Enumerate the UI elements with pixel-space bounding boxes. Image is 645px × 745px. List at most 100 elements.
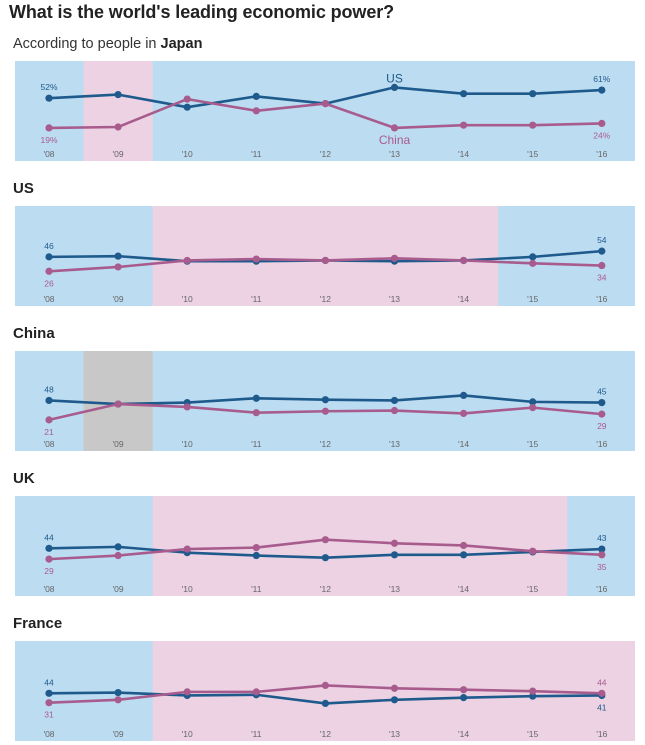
tick-label: '16 [596,149,607,159]
value-label-china: 26 [44,278,54,288]
point-china [114,400,122,408]
value-label-us: 61% [593,74,610,84]
point-china [390,539,399,547]
point-china [183,545,191,553]
tick-label: '10 [182,439,193,449]
chart-subtitle: According to people in Japan [13,36,202,52]
point-china [183,403,191,411]
tick-label: '08 [43,439,54,449]
panel-title-china: China [13,325,55,342]
value-label-us: 46 [44,241,54,251]
tick-label: '10 [182,294,193,304]
panel-france: '08 '09 '10 '11 '12 '13 '14 '15 '16 44 31 41 44 [15,641,635,741]
subtitle-country: Japan [160,36,203,52]
point-us [252,551,260,560]
point-china [321,100,329,108]
point-us [390,83,399,91]
point-china [45,267,53,275]
point-china [252,255,260,263]
value-label-china: 35 [597,562,607,572]
point-china [460,686,468,694]
tick-label: '09 [113,294,124,304]
tick-label: '10 [182,149,193,159]
tick-label: '09 [113,729,124,739]
tick-label: '13 [389,294,400,304]
point-china [598,119,606,127]
value-label-china: 31 [44,710,54,720]
point-china [460,256,468,265]
panel-title-france: France [13,615,63,632]
tick-label: '12 [320,294,331,304]
band-15 [498,61,568,161]
point-us [390,696,399,704]
tick-label: '14 [458,294,469,304]
panel-uk: '08 '09 '10 '11 '12 '13 '14 '15 '16 44 29 43 35 [15,496,635,596]
tick-label: '16 [596,729,607,739]
band-09 [83,61,154,161]
point-us [598,86,606,94]
tick-label: '15 [527,729,538,739]
tick-label: '11 [251,729,262,739]
point-us [390,396,399,405]
tick-label: '08 [43,729,54,739]
tick-label: '14 [458,729,469,739]
chart-title: What is the world's leading economic pow… [9,2,395,22]
point-us [390,551,399,559]
point-china [45,416,53,424]
tick-label: '15 [527,294,538,304]
tick-label: '09 [113,149,124,159]
value-label-china: 19% [40,135,57,145]
point-us [45,544,53,552]
point-china [321,681,329,689]
value-label-us: 45 [597,387,607,397]
point-china [183,688,191,696]
tick-label: '09 [113,439,124,449]
series-label-us: US [386,71,403,85]
point-china [598,551,606,559]
point-china [252,544,260,552]
panel-title-uk: UK [13,470,35,487]
panel-us: '08 '09 '10 '11 '12 '13 '14 '15 '16 46 26 54 34 [15,206,635,306]
band-13 [359,61,430,161]
point-china [252,409,260,417]
value-label-china: 24% [593,130,610,140]
value-label-us: 52% [40,82,57,92]
panel-japan: '08 '09 '10 '11 '12 '13 '14 '15 '16 52% 19% 61% 24% U… [15,61,635,161]
point-china [114,696,122,704]
point-china [114,263,122,271]
point-china [598,261,606,270]
tick-label: '10 [182,729,193,739]
point-us [252,394,260,402]
tick-label: '14 [458,584,469,594]
point-us [529,398,537,406]
point-china [114,123,122,131]
value-label-us: 54 [597,235,607,245]
tick-label: '16 [596,439,607,449]
point-china [390,406,399,415]
value-label-us: 44 [44,677,54,687]
point-us [45,253,53,261]
point-us [598,399,606,407]
point-us [529,692,537,700]
tick-label: '13 [389,439,400,449]
point-us [529,253,537,261]
point-us [45,689,53,697]
point-us [598,545,606,553]
band-14 [429,61,499,161]
value-label-us: 43 [597,533,607,543]
value-label-us: 41 [597,702,607,712]
point-us [321,396,329,404]
tick-label: '13 [389,149,400,159]
point-us [114,543,122,551]
band-16 [567,61,635,161]
point-us [529,90,537,98]
point-china [460,121,468,129]
tick-label: '16 [596,294,607,304]
point-china [321,536,329,544]
band-14 [429,351,499,451]
tick-label: '16 [596,584,607,594]
series-label-china: China [379,133,411,147]
tick-label: '11 [251,149,262,159]
tick-label: '15 [527,584,538,594]
tick-label: '12 [320,729,331,739]
